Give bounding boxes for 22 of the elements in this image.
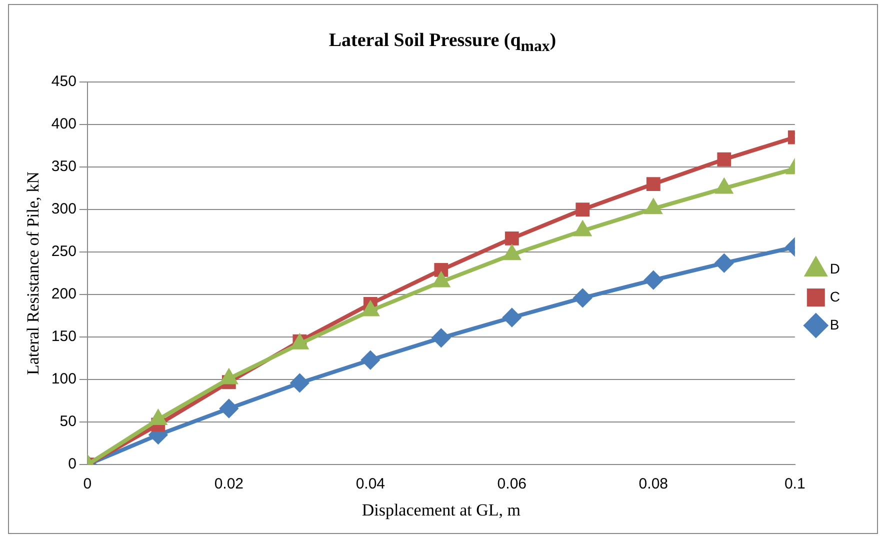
y-tick-label: 350 bbox=[51, 158, 76, 176]
x-tick-label: 0 bbox=[83, 476, 92, 493]
y-tick-label: 300 bbox=[51, 200, 76, 218]
legend-label: B bbox=[830, 316, 840, 332]
y-axis-title: Lateral Resistance of Pile, kN bbox=[24, 172, 43, 376]
x-axis-title: Displacement at GL, m bbox=[362, 500, 520, 520]
y-tick-label: 250 bbox=[51, 243, 76, 260]
y-tick-label: 150 bbox=[51, 328, 76, 346]
y-tick-label: 0 bbox=[68, 456, 76, 473]
legend-label: D bbox=[830, 260, 840, 276]
x-tick-label: 0.02 bbox=[214, 476, 244, 493]
y-tick-label: 200 bbox=[51, 286, 76, 303]
y-tick-label: 50 bbox=[60, 413, 76, 430]
y-tick-label: 100 bbox=[51, 370, 76, 388]
x-tick-label: 0.06 bbox=[497, 476, 527, 493]
legend-label: C bbox=[830, 288, 840, 304]
x-tick-label: 0.1 bbox=[784, 476, 806, 493]
x-tick-label: 0.08 bbox=[638, 476, 668, 493]
x-tick-label: 0.04 bbox=[356, 476, 386, 493]
chart-title: Lateral Soil Pressure (q$_{max}$) bbox=[328, 30, 558, 56]
y-tick-label: 450 bbox=[51, 73, 76, 90]
y-tick-label: 400 bbox=[51, 116, 76, 133]
